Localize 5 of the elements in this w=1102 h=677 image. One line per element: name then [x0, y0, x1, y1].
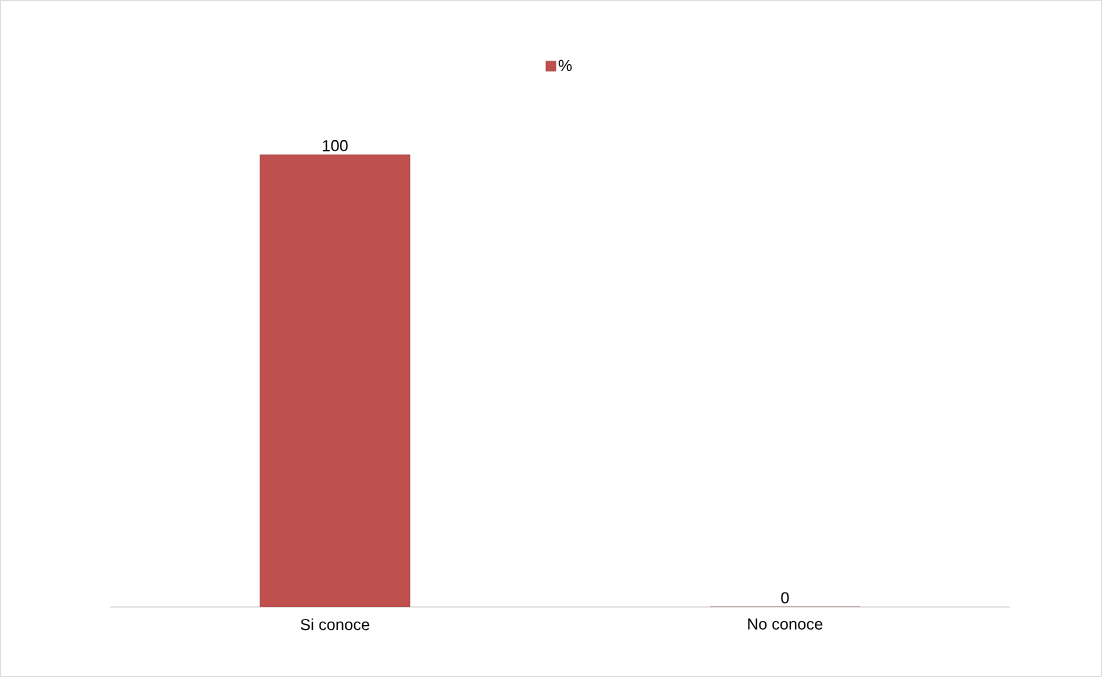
x-tick-label: No conoce: [748, 618, 823, 630]
data-label: 0: [781, 592, 789, 604]
data-label: 100: [322, 140, 348, 152]
legend-label: %: [558, 59, 572, 71]
x-tick-label: Si conoce: [300, 618, 370, 631]
